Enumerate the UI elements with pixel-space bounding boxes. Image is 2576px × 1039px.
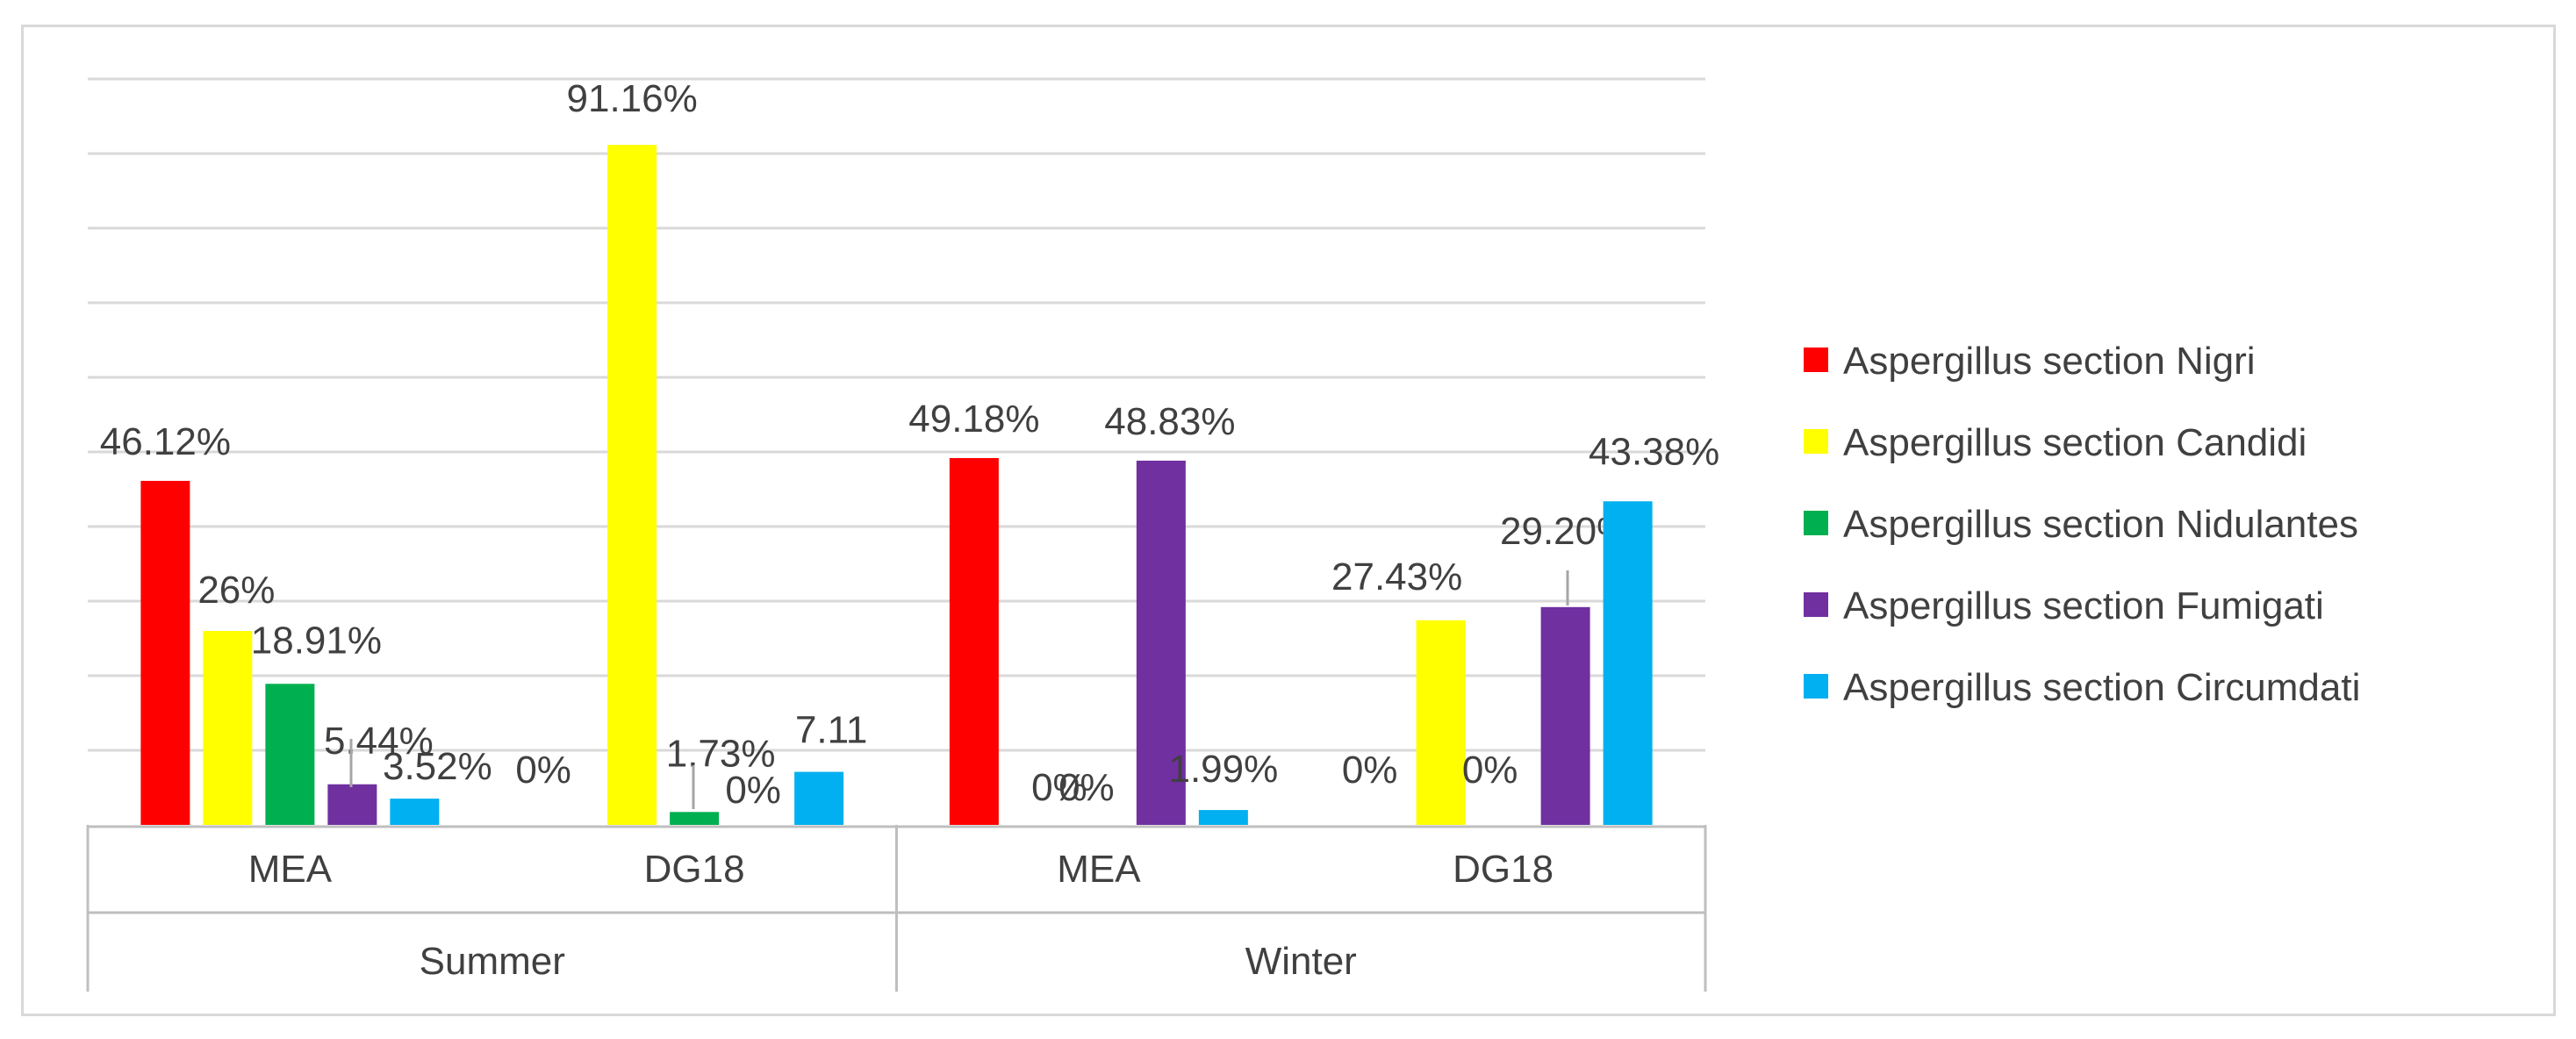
bar	[670, 812, 720, 825]
data-label: 43.38%	[1589, 430, 1719, 473]
bar	[794, 771, 844, 825]
bar	[1603, 501, 1653, 825]
group-tick-label: Summer	[420, 940, 565, 983]
data-label: 0%	[515, 749, 571, 792]
legend-swatch	[1804, 592, 1828, 617]
legend-swatch	[1804, 348, 1828, 372]
category-tick-label: DG18	[1453, 848, 1553, 891]
bar	[327, 784, 377, 825]
category-tick-label: DG18	[644, 848, 745, 891]
bar	[949, 457, 999, 825]
bar	[265, 684, 315, 825]
legend-entry: Aspergillus section Nigri	[1843, 340, 2256, 383]
legend-entry: Aspergillus section Candidi	[1843, 421, 2307, 464]
group-tick-label: Winter	[1245, 940, 1357, 983]
data-label: 0%	[725, 769, 781, 812]
category-tick-label: MEA	[248, 848, 333, 891]
data-label: 26%	[197, 569, 275, 612]
data-label: 46.12%	[100, 420, 231, 463]
data-label: 0%	[1462, 749, 1518, 792]
data-label: 18.91%	[251, 619, 382, 662]
data-label: 1.73%	[666, 732, 776, 775]
data-label: 91.16%	[567, 77, 698, 120]
legend-entry: Aspergillus section Nidulantes	[1843, 503, 2358, 546]
data-label: 48.83%	[1104, 400, 1235, 443]
bar	[1540, 606, 1590, 825]
data-label: 0%	[1058, 766, 1115, 809]
legend-swatch	[1804, 429, 1828, 454]
legend-swatch	[1804, 511, 1828, 535]
bar	[203, 631, 253, 825]
bar	[1198, 810, 1248, 825]
data-label: 0%	[1342, 749, 1398, 792]
bar	[607, 145, 657, 825]
bar	[390, 799, 440, 825]
legend-swatch	[1804, 674, 1828, 699]
data-label: 3.52%	[383, 745, 492, 788]
bar	[140, 480, 190, 825]
data-label: 7.11	[795, 709, 867, 752]
data-label: 5.44%	[324, 720, 434, 763]
data-label: 27.43%	[1331, 555, 1462, 598]
data-label: 0%	[1031, 766, 1087, 809]
chart-frame	[21, 25, 2556, 1016]
data-label: 49.18%	[908, 398, 1039, 441]
category-tick-label: MEA	[1057, 848, 1141, 891]
bar	[1416, 620, 1466, 825]
bar	[1136, 460, 1186, 825]
legend-entry: Aspergillus section Fumigati	[1843, 584, 2324, 627]
legend-entry: Aspergillus section Circumdati	[1843, 666, 2360, 709]
data-label: 1.99%	[1168, 748, 1278, 791]
